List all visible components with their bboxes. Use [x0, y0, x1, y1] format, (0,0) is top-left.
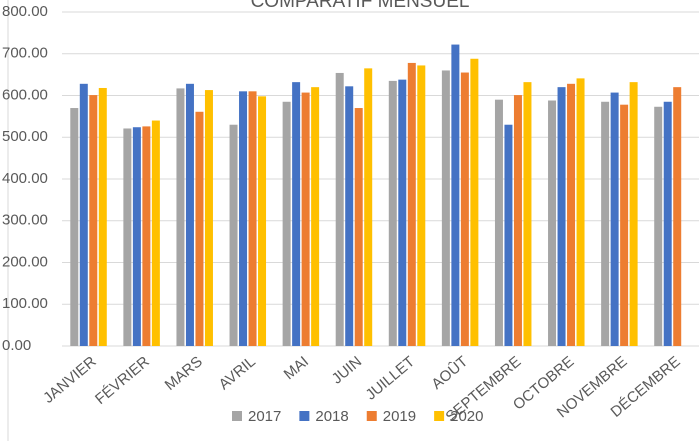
bar	[441, 70, 450, 346]
bar	[557, 87, 566, 347]
y-tick-label: 500.00	[2, 128, 48, 145]
y-tick-label: 200.00	[2, 253, 48, 270]
x-tick-label: MARS	[162, 353, 206, 394]
bar	[70, 108, 79, 347]
bar	[673, 87, 682, 347]
bar	[311, 87, 320, 347]
bar	[345, 86, 354, 346]
x-tick-label: AOÛT	[428, 353, 471, 393]
bar	[629, 82, 638, 346]
bar	[354, 108, 363, 347]
bar	[282, 101, 291, 346]
y-tick-label: 0.00	[2, 337, 31, 354]
bar	[567, 83, 576, 346]
legend-label: 2017	[248, 408, 281, 425]
legend-label: 2018	[315, 408, 348, 425]
bar	[601, 101, 610, 346]
bar	[123, 128, 132, 346]
bar	[79, 83, 88, 346]
bar	[576, 78, 585, 346]
bar	[229, 124, 238, 346]
bar	[548, 100, 557, 346]
bar	[258, 96, 267, 347]
legend-swatch	[366, 411, 377, 421]
x-tick-label: JUILLET	[363, 353, 419, 404]
bar	[451, 44, 460, 346]
legend-swatch	[299, 411, 310, 421]
bar	[301, 92, 310, 346]
x-tick-label: FÉVRIER	[92, 353, 153, 408]
x-tick-label: MAI	[281, 353, 312, 383]
bar	[98, 87, 107, 347]
bar	[654, 106, 663, 347]
bar	[292, 82, 301, 346]
y-tick-label: 600.00	[2, 86, 48, 103]
legend-swatch	[232, 411, 242, 421]
bar	[513, 95, 522, 347]
bar	[417, 65, 426, 346]
bar	[248, 91, 257, 346]
bar	[610, 92, 619, 346]
bar	[364, 68, 373, 347]
bar	[89, 95, 98, 347]
y-tick-label: 100.00	[2, 295, 48, 312]
y-tick-label: 800.00	[2, 3, 48, 20]
bar	[620, 104, 629, 346]
x-tick-label: JUIN	[329, 353, 365, 387]
bar	[132, 127, 141, 346]
bar	[239, 91, 248, 346]
bar	[470, 58, 479, 346]
bar	[494, 99, 503, 346]
legend-label: 2019	[383, 408, 416, 425]
bar	[407, 62, 416, 347]
bar	[398, 79, 407, 346]
bar	[142, 126, 151, 347]
bar	[523, 82, 532, 346]
chart-title: COMPARATIF MENSUEL	[251, 0, 470, 12]
bar	[335, 72, 344, 346]
bar	[663, 101, 672, 346]
bar	[204, 90, 213, 346]
y-tick-label: 700.00	[2, 45, 48, 62]
legend-swatch	[434, 411, 445, 421]
bar	[195, 111, 204, 346]
y-tick-label: 300.00	[2, 212, 48, 229]
bar	[176, 88, 185, 346]
bar	[151, 120, 160, 346]
x-tick-label: JANVIER	[40, 353, 100, 407]
bar	[185, 83, 194, 346]
bar	[388, 80, 397, 346]
y-tick-label: 400.00	[2, 170, 48, 187]
bar	[504, 124, 513, 346]
bar	[460, 72, 469, 346]
x-tick-label: AVRIL	[216, 353, 259, 393]
legend-label: 2020	[450, 408, 483, 425]
